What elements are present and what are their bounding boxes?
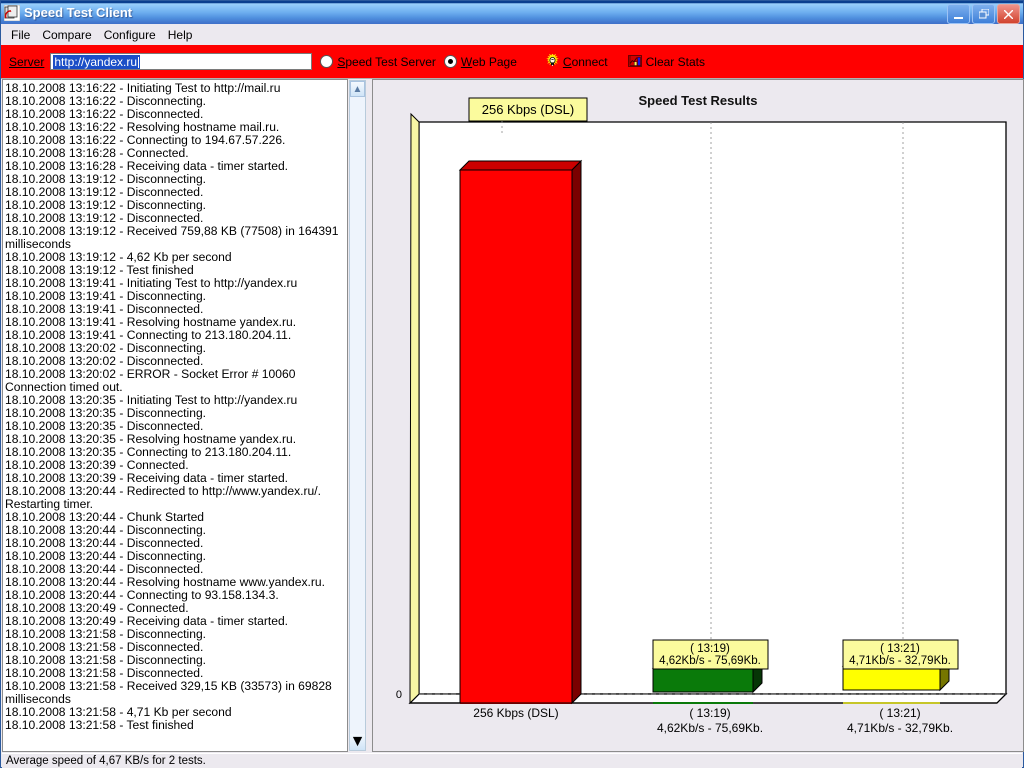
svg-text:4,71Kb/s - 32,79Kb.: 4,71Kb/s - 32,79Kb. — [849, 655, 951, 667]
svg-text:4,62Kb/s - 75,69Kb.: 4,62Kb/s - 75,69Kb. — [657, 721, 763, 735]
svg-text:4,71Kb/s - 32,79Kb.: 4,71Kb/s - 32,79Kb. — [847, 721, 953, 735]
svg-text:( 13:21): ( 13:21) — [879, 706, 920, 720]
svg-text:256 Kbps (DSL): 256 Kbps (DSL) — [482, 102, 575, 117]
svg-text:( 13:21): ( 13:21) — [880, 643, 920, 655]
svg-text:4,62Kb/s - 75,69Kb.: 4,62Kb/s - 75,69Kb. — [659, 655, 761, 667]
svg-text:( 13:19): ( 13:19) — [689, 706, 730, 720]
svg-text:( 13:19): ( 13:19) — [690, 643, 730, 655]
svg-text:0: 0 — [396, 689, 402, 701]
svg-text:256 Kbps (DSL): 256 Kbps (DSL) — [473, 706, 558, 720]
